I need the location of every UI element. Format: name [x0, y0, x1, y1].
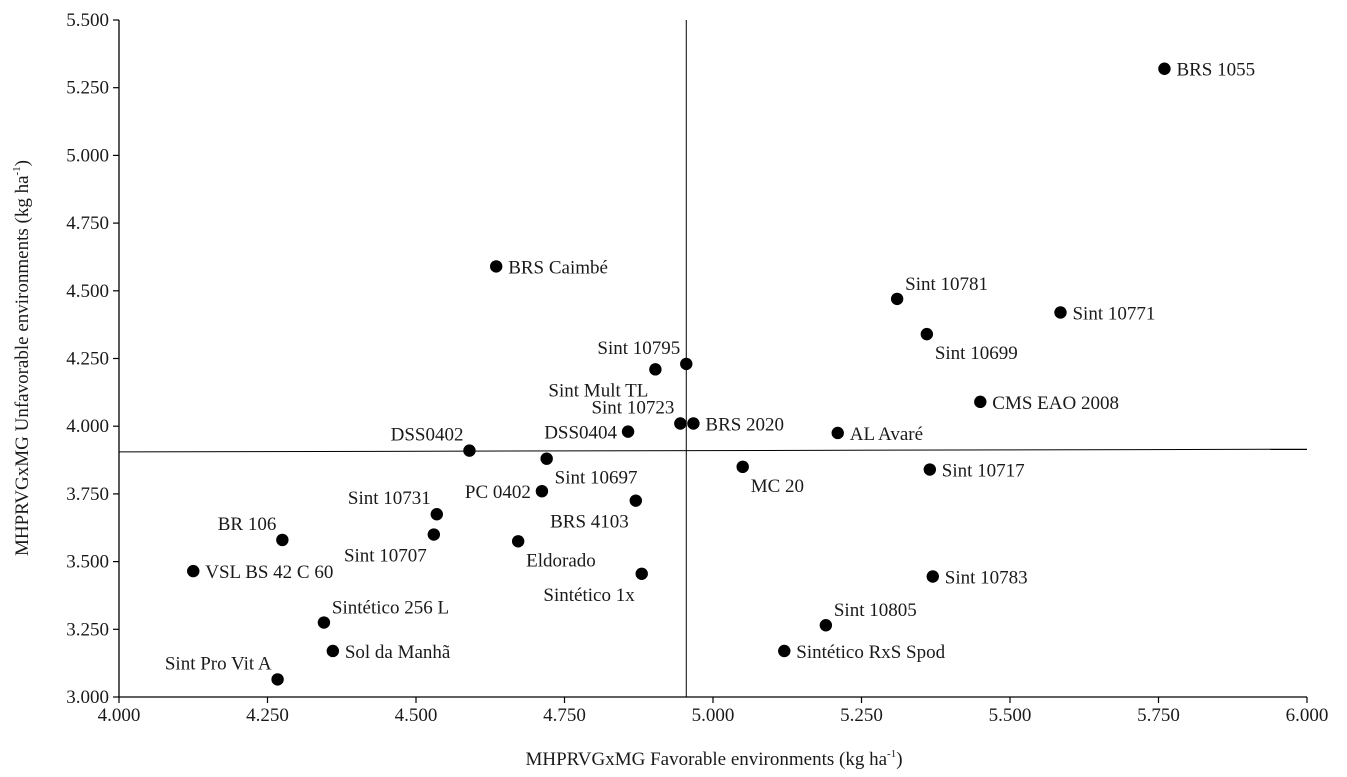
- point-label: VSL BS 42 C 60: [205, 562, 333, 583]
- point-label: Sint Pro Vit A: [165, 653, 272, 674]
- point-label: CMS EAO 2008: [992, 393, 1119, 414]
- y-tick-label: 3.500: [66, 552, 109, 573]
- data-point: [819, 619, 833, 632]
- y-tick-label: 4.000: [66, 416, 109, 437]
- point-label: BRS 2020: [705, 414, 784, 435]
- point-label: Sint 10707: [344, 546, 427, 567]
- y-tick-label: 5.000: [66, 145, 109, 166]
- data-point: [674, 417, 687, 430]
- data-point: [489, 260, 503, 273]
- x-tick-label: 5.250: [840, 705, 883, 726]
- axes: [118, 20, 1307, 698]
- point-label: Sintético 1x: [543, 585, 635, 606]
- x-tick-label: 4.250: [246, 705, 289, 726]
- data-point: [890, 292, 904, 306]
- data-point: [621, 425, 635, 438]
- data-point: [680, 357, 693, 371]
- point-label: BRS 1055: [1176, 60, 1255, 81]
- data-point: [629, 494, 642, 507]
- data-point: [535, 484, 549, 498]
- y-tick-label: 4.250: [66, 349, 109, 370]
- data-point: [736, 460, 749, 474]
- data-point: [430, 508, 443, 521]
- point-label: Sint 10805: [834, 600, 917, 621]
- data-point: [317, 616, 331, 629]
- point-label: PC 0402: [465, 482, 531, 503]
- x-tick-label: 4.500: [395, 705, 438, 726]
- data-point: [1054, 306, 1067, 319]
- point-label: Sint 10723: [591, 397, 674, 418]
- point-label: AL Avaré: [850, 424, 923, 445]
- point-label: Sint 10783: [945, 567, 1028, 588]
- reference-lines: [118, 20, 1308, 697]
- x-tick-label: 4.750: [543, 705, 586, 726]
- data-point: [923, 463, 937, 476]
- data-point: [920, 327, 934, 341]
- data-point: [778, 644, 791, 658]
- x-axis-title: MHPRVGxMG Favorable environments (kg ha-…: [525, 748, 902, 770]
- data-point: [187, 564, 200, 578]
- point-label: Sint 10731: [348, 488, 431, 509]
- x-tick-label: 5.500: [989, 705, 1032, 726]
- data-point: [427, 528, 441, 541]
- point-label: Sintético RxS Spod: [796, 642, 945, 663]
- data-point: [540, 452, 553, 465]
- y-tick-label: 5.500: [66, 10, 109, 31]
- point-label: Eldorado: [526, 550, 596, 571]
- data-point: [649, 363, 662, 376]
- data-point: [271, 673, 284, 686]
- point-label: Sint 10795: [597, 338, 680, 359]
- x-tick-label: 6.000: [1286, 705, 1329, 726]
- tick-labels: 3.000 3.250 3.500 3.750 4.000 4.250 4.500 4.750…: [66, 10, 1328, 726]
- point-label: DSS0404: [544, 423, 617, 444]
- data-point: [687, 417, 700, 430]
- point-labels: BRS 1055 BRS Caimbé Sint 10781 Sint 10771 Si…: [165, 60, 1255, 675]
- horizontal-reference-line: [118, 448, 1308, 453]
- data-point: [326, 644, 340, 658]
- x-tick-label: 5.750: [1137, 705, 1180, 726]
- point-label: BRS 4103: [550, 512, 629, 533]
- data-point: [463, 444, 476, 457]
- y-tick-label: 4.750: [66, 213, 109, 234]
- point-label: Sintético 256 L: [332, 598, 449, 619]
- y-tick-label: 3.250: [66, 619, 109, 640]
- point-label: Sint Mult TL: [548, 380, 648, 401]
- point-label: Sint 10697: [555, 468, 638, 489]
- point-label: Sint 10699: [935, 343, 1018, 364]
- y-tick-label: 5.250: [66, 78, 109, 99]
- point-label: Sol da Manhã: [345, 642, 451, 663]
- data-point: [635, 567, 648, 580]
- point-label: BR 106: [218, 514, 277, 535]
- point-label: Sint 10781: [905, 274, 988, 295]
- data-point: [511, 535, 525, 548]
- data-point: [1158, 62, 1171, 75]
- x-tick-label: 5.000: [692, 705, 735, 726]
- point-label: Sint 10771: [1072, 303, 1155, 324]
- x-tick-label: 4.000: [98, 705, 141, 726]
- y-axis-title: MHPRVGxMG Unfavorable environments (kg h…: [11, 160, 33, 556]
- y-tick-label: 4.500: [66, 281, 109, 302]
- y-tick-label: 3.000: [66, 687, 109, 708]
- data-point: [926, 570, 939, 583]
- point-label: DSS0402: [391, 425, 464, 446]
- y-tick-label: 3.750: [66, 484, 109, 505]
- data-point: [974, 395, 987, 409]
- data-point: [831, 426, 844, 440]
- data-points: [187, 62, 1171, 686]
- point-label: BRS Caimbé: [508, 257, 608, 278]
- point-label: Sint 10717: [942, 461, 1025, 482]
- data-point: [276, 533, 289, 547]
- point-label: MC 20: [751, 476, 804, 497]
